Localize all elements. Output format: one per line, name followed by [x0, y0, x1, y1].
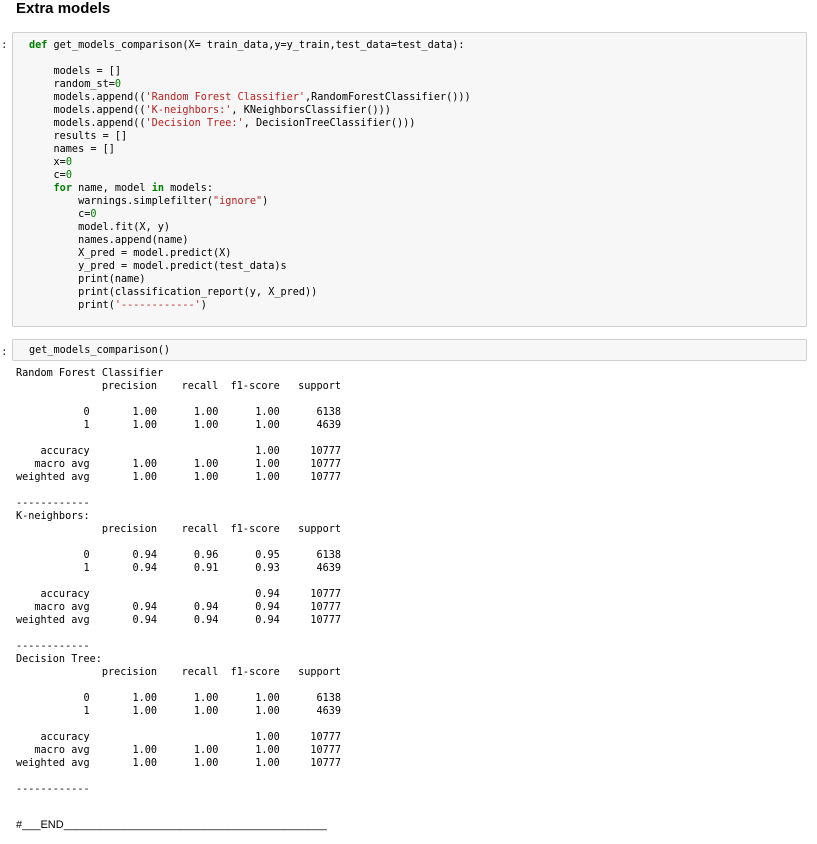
code-line: c=0	[29, 209, 97, 220]
section-heading: Extra models	[16, 0, 111, 17]
code-line: names = []	[29, 144, 115, 155]
code-line: results = []	[29, 131, 128, 142]
code-cell-call[interactable]: get_models_comparison()	[12, 339, 807, 361]
code-line: y_pred = model.predict(test_data)s	[29, 261, 287, 272]
def-keyword: def	[29, 40, 48, 51]
code-line: models = []	[29, 66, 122, 77]
code-editor[interactable]: def get_models_comparison(X= train_data,…	[29, 39, 471, 312]
code-line: random_st=0	[29, 79, 122, 90]
function-call: get_models_comparison()	[29, 345, 171, 356]
code-line: print(name)	[29, 274, 146, 285]
code-line: X_pred = model.predict(X)	[29, 248, 232, 259]
code-line: c=0	[29, 170, 72, 181]
code-body: models = [] random_st=0 models.append(('…	[29, 66, 471, 311]
cell-prompt: :	[1, 38, 8, 51]
code-cell-definition[interactable]: def get_models_comparison(X= train_data,…	[12, 32, 807, 327]
code-line: names.append(name)	[29, 235, 189, 246]
code-line: for name, model in models:	[53, 183, 214, 194]
cell-output: Random Forest Classifier precision recal…	[16, 368, 342, 795]
code-line: warnings.simplefilter("ignore")	[29, 196, 269, 207]
cell-prompt: :	[1, 345, 8, 358]
code-line: models.append(('Decision Tree:', Decisio…	[29, 118, 416, 129]
code-editor[interactable]: get_models_comparison()	[29, 344, 170, 357]
code-line: model.fit(X, y)	[29, 222, 171, 233]
code-line: x=0	[29, 157, 72, 168]
code-line: print('------------')	[29, 300, 207, 311]
code-line: print(classification_report(y, X_pred))	[29, 287, 318, 298]
function-signature: get_models_comparison(X= train_data,y=y_…	[53, 40, 465, 51]
code-line: models.append(('K-neighbors:', KNeighbor…	[29, 105, 391, 116]
code-line: models.append(('Random Forest Classifier…	[29, 92, 471, 103]
end-marker: #___END_________________________________…	[16, 819, 327, 831]
